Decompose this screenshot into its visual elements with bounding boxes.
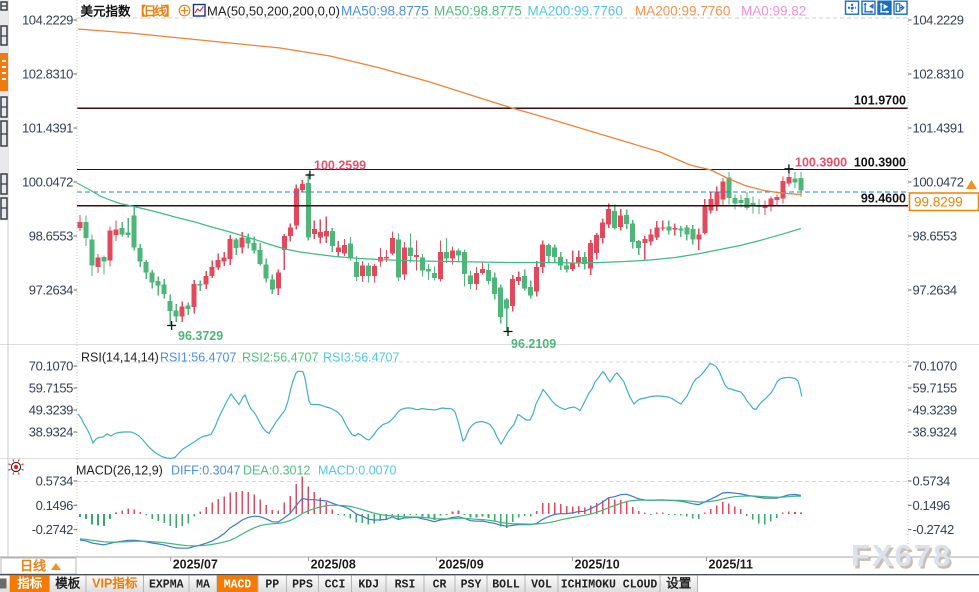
svg-text:59.7155: 59.7155	[913, 381, 957, 396]
svg-text:CR: CR	[433, 579, 447, 592]
svg-text:96.2109: 96.2109	[511, 337, 556, 351]
svg-text:2025/07: 2025/07	[173, 558, 218, 572]
svg-text:100.3900: 100.3900	[854, 156, 906, 170]
svg-text:MA0:99.82: MA0:99.82	[741, 4, 806, 19]
svg-text:MACD: MACD	[224, 579, 252, 592]
svg-text:0.1496: 0.1496	[36, 498, 74, 513]
svg-text:0.5734: 0.5734	[913, 474, 951, 489]
svg-text:KDJ: KDJ	[358, 579, 379, 592]
svg-text:RSI2:56.4707: RSI2:56.4707	[242, 351, 318, 365]
svg-text:RSI1:56.4707: RSI1:56.4707	[160, 351, 236, 365]
svg-text:【日线】: 【日线】	[134, 4, 175, 19]
svg-text:49.3239: 49.3239	[913, 403, 957, 418]
svg-text:100.3900: 100.3900	[795, 156, 847, 170]
svg-text:VIP指标: VIP指标	[92, 576, 138, 591]
svg-text:2025/10: 2025/10	[575, 558, 620, 572]
svg-text:MA200:99.7760: MA200:99.7760	[528, 4, 623, 19]
svg-text:100.0472: 100.0472	[22, 175, 73, 190]
svg-text:MACD(26,12,9): MACD(26,12,9)	[76, 464, 163, 478]
svg-text:PPS: PPS	[292, 579, 313, 592]
svg-text:RSI3:56.4707: RSI3:56.4707	[323, 351, 399, 365]
svg-text:EXPMA: EXPMA	[149, 579, 184, 592]
svg-text:100.0472: 100.0472	[913, 175, 964, 190]
svg-text:0.5734: 0.5734	[36, 474, 74, 489]
svg-text:96.3729: 96.3729	[178, 329, 223, 343]
svg-text:104.2229: 104.2229	[22, 13, 73, 28]
svg-text:VOL: VOL	[531, 579, 552, 592]
svg-text:PP: PP	[265, 579, 279, 592]
svg-text:-0.2742: -0.2742	[32, 522, 73, 537]
svg-text:98.6553: 98.6553	[29, 229, 73, 244]
svg-text:FX678: FX678	[851, 538, 952, 573]
svg-text:MA(50,50,200,200,0,0): MA(50,50,200,200,0,0)	[207, 4, 340, 19]
svg-text:100.2599: 100.2599	[314, 159, 366, 173]
svg-text:FX678: FX678	[853, 540, 954, 575]
svg-text:0.1496: 0.1496	[913, 498, 951, 513]
svg-text:ICHIMOKU CLOUD: ICHIMOKU CLOUD	[561, 579, 658, 592]
svg-text:102.8310: 102.8310	[913, 67, 964, 82]
svg-text:70.1070: 70.1070	[29, 359, 73, 374]
svg-text:MA50:98.8775: MA50:98.8775	[341, 4, 429, 19]
svg-text:59.7155: 59.7155	[29, 381, 73, 396]
svg-text:DIFF:0.3047: DIFF:0.3047	[171, 464, 241, 478]
svg-text:CCI: CCI	[325, 579, 346, 592]
svg-text:指标: 指标	[17, 576, 43, 591]
svg-text:101.9700: 101.9700	[854, 93, 906, 107]
svg-text:设置: 设置	[666, 576, 692, 591]
svg-text:MA: MA	[196, 579, 210, 592]
svg-text:101.4391: 101.4391	[913, 121, 964, 136]
svg-text:99.8299: 99.8299	[914, 195, 963, 210]
svg-text:DEA:0.3012: DEA:0.3012	[243, 464, 310, 478]
svg-text:-0.2742: -0.2742	[913, 522, 954, 537]
svg-text:MA50:98.8775: MA50:98.8775	[434, 4, 522, 19]
svg-text:99.4600: 99.4600	[861, 191, 906, 205]
svg-text:70.1070: 70.1070	[913, 359, 957, 374]
svg-text:日线: 日线	[20, 559, 46, 574]
svg-text:模板: 模板	[55, 576, 81, 591]
svg-text:104.2229: 104.2229	[913, 13, 964, 28]
svg-text:97.2634: 97.2634	[29, 283, 73, 298]
svg-text:2025/08: 2025/08	[311, 558, 356, 572]
svg-text:2025/11: 2025/11	[709, 558, 754, 572]
svg-text:98.6553: 98.6553	[913, 229, 957, 244]
svg-text:美元指数: 美元指数	[81, 4, 132, 19]
svg-text:102.8310: 102.8310	[22, 67, 73, 82]
svg-text:101.4391: 101.4391	[22, 121, 73, 136]
svg-text:49.3239: 49.3239	[29, 403, 73, 418]
svg-text:97.2634: 97.2634	[913, 283, 957, 298]
svg-text:BOLL: BOLL	[492, 579, 520, 592]
svg-text:MA200:99.7760: MA200:99.7760	[635, 4, 730, 19]
svg-text:38.9324: 38.9324	[29, 425, 73, 440]
svg-text:RSI: RSI	[395, 579, 416, 592]
svg-text:PSY: PSY	[461, 579, 482, 592]
svg-text:RSI(14,14,14): RSI(14,14,14)	[81, 351, 159, 365]
svg-text:MACD:0.0070: MACD:0.0070	[318, 464, 397, 478]
svg-text:2025/09: 2025/09	[439, 558, 484, 572]
svg-text:38.9324: 38.9324	[913, 425, 957, 440]
